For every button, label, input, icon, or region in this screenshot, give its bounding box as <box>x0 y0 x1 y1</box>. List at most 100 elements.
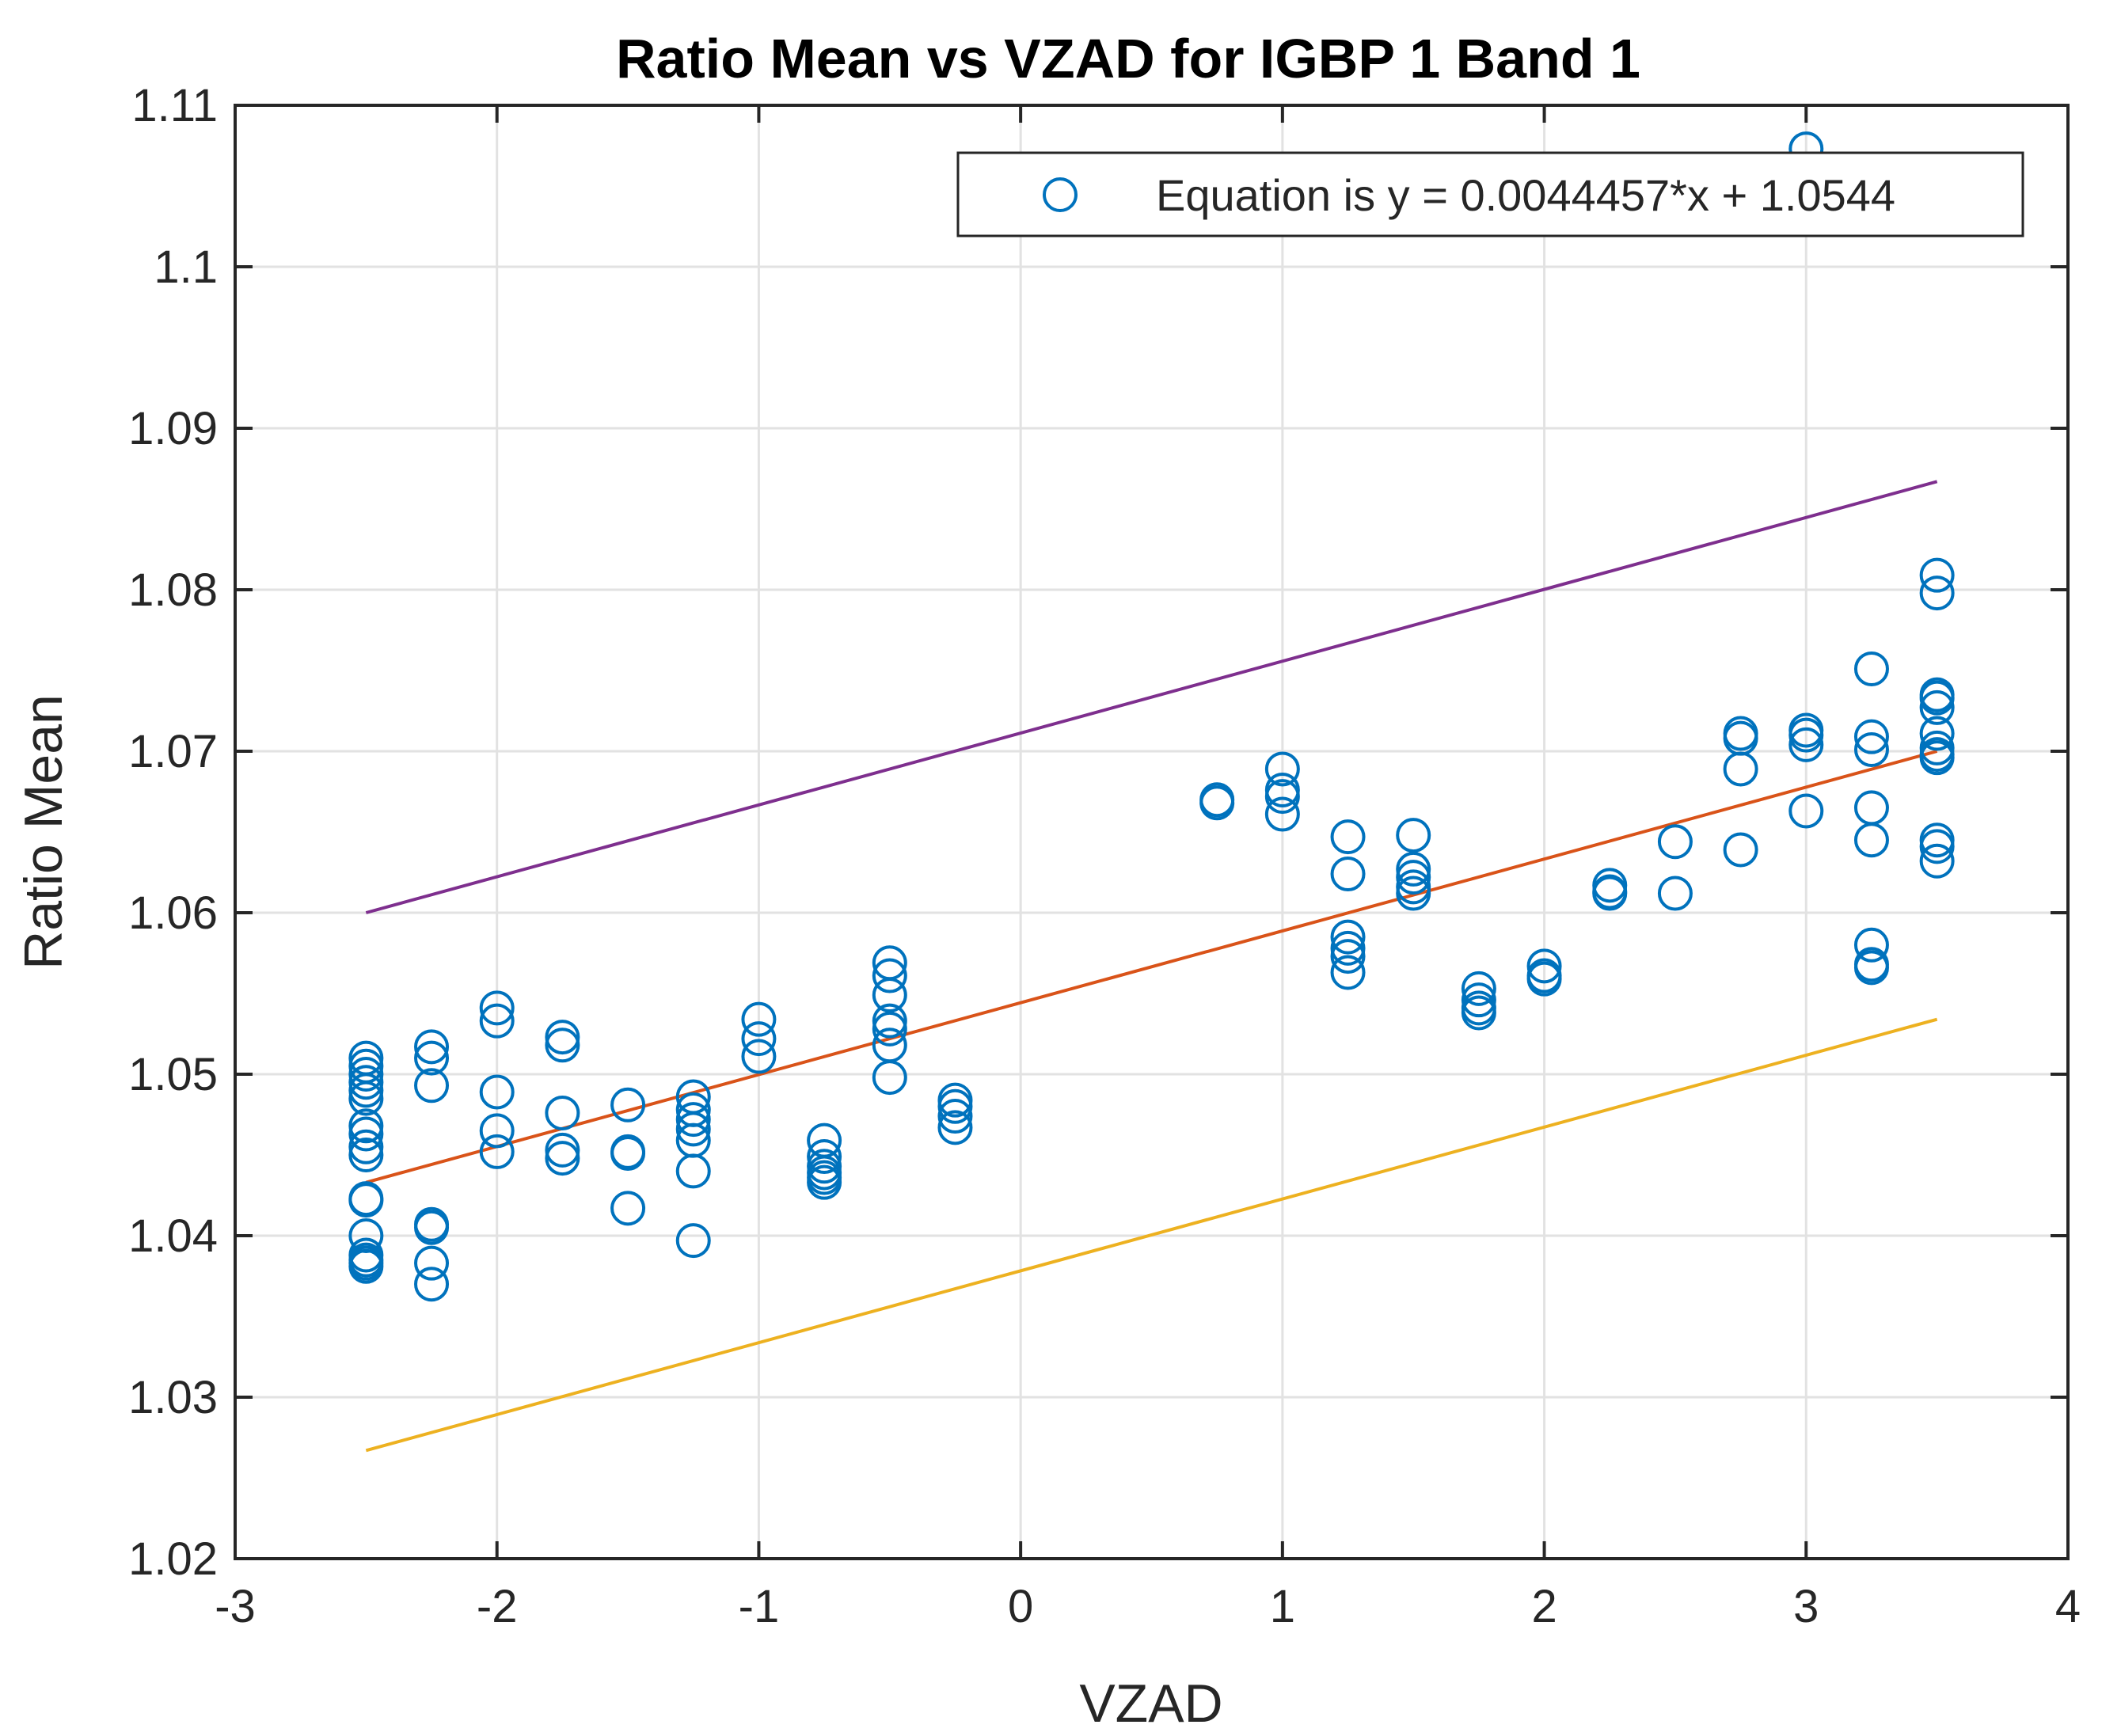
scatter-point <box>741 1039 777 1074</box>
scatter-point <box>348 1081 384 1116</box>
scatter-point <box>1199 785 1235 821</box>
x-tick-label: 2 <box>1531 1581 1557 1632</box>
y-tick-label: 1.1 <box>154 241 218 293</box>
scatter-point <box>807 1164 842 1200</box>
scatter-point <box>1919 557 1955 593</box>
scatter-point <box>1788 793 1824 829</box>
x-tick-label: 1 <box>1270 1581 1295 1632</box>
scatter-point <box>872 978 907 1013</box>
scatter-point <box>1919 843 1955 879</box>
scatter-point <box>1919 829 1955 864</box>
x-tick-label: 0 <box>1008 1581 1033 1632</box>
scatter-point <box>348 1248 384 1284</box>
y-tick-label: 1.07 <box>128 726 218 777</box>
scatter-point <box>937 1110 973 1145</box>
scatter-point <box>1330 930 1366 966</box>
scatter-point <box>1330 819 1366 855</box>
y-axis-label: Ratio Mean <box>13 694 74 970</box>
scatter-point <box>348 1116 384 1152</box>
scatter-point <box>1461 995 1496 1031</box>
scatter-point <box>872 958 907 993</box>
scatter-point <box>479 990 515 1026</box>
scatter-point <box>348 1065 384 1100</box>
scatter-point <box>1396 818 1431 853</box>
fit-line <box>365 750 1938 1184</box>
y-tick-label: 1.03 <box>128 1372 218 1423</box>
scatter-point <box>610 1191 646 1226</box>
y-tick-label: 1.05 <box>128 1049 218 1100</box>
scatter-point <box>872 1011 907 1047</box>
scatter-point <box>1526 948 1562 984</box>
y-tick-label: 1.11 <box>131 80 218 131</box>
scatter-point <box>414 1029 450 1065</box>
legend[interactable]: Equation is y = 0.0044457*x + 1.0544 <box>956 151 2024 237</box>
scatter-point <box>348 1057 384 1092</box>
scatter-point <box>1592 876 1628 911</box>
scatter-point <box>675 1111 711 1147</box>
scatter-point <box>414 1040 450 1076</box>
scatter-point <box>479 1074 515 1110</box>
scatter-point <box>1788 717 1824 753</box>
scatter-point <box>1919 576 1955 611</box>
scatter-point <box>545 1020 580 1055</box>
scatter-point <box>1853 731 1889 767</box>
legend-label: Equation is y = 0.0044457*x + 1.0544 <box>1156 170 1895 220</box>
scatter-point <box>1264 779 1300 815</box>
scatter-point <box>348 1183 384 1218</box>
scatter-point <box>1657 876 1693 911</box>
scatter-point <box>414 1267 450 1302</box>
legend-marker <box>1043 177 1078 212</box>
scatter-point <box>1853 719 1889 754</box>
scatter-points <box>348 131 1955 1302</box>
scatter-point <box>1396 860 1431 895</box>
y-tick-label: 1.09 <box>128 403 218 454</box>
y-axis: 1.02 1.03 1.04 1.05 1.06 1.07 1.08 1.09 1.1 1.11 <box>128 80 2068 1585</box>
y-tick-label: 1.04 <box>128 1210 218 1262</box>
scatter-point <box>1853 950 1889 986</box>
scatter-point <box>937 1088 973 1124</box>
scatter-point <box>675 1102 711 1138</box>
x-tick-label: -3 <box>215 1581 256 1632</box>
scatter-point <box>1919 689 1955 725</box>
scatter-point <box>414 1068 450 1104</box>
y-tick-label: 1.02 <box>128 1533 218 1585</box>
scatter-point <box>545 1028 580 1063</box>
scatter-point <box>1723 751 1758 787</box>
scatter-point <box>414 1210 450 1245</box>
scatter-point <box>1526 961 1562 997</box>
scatter-point <box>1919 740 1955 776</box>
scatter-point <box>348 1108 384 1144</box>
axes-box <box>234 104 2070 1560</box>
scatter-point <box>414 1245 450 1281</box>
scatter-point <box>610 1135 646 1171</box>
legend-box <box>956 151 2024 237</box>
scatter-point <box>348 1138 384 1172</box>
scatter-point <box>741 1001 777 1037</box>
scatter-point <box>741 1021 777 1057</box>
scatter-point <box>1919 680 1955 716</box>
scatter-point <box>1461 982 1496 1018</box>
scatter-point <box>1657 824 1693 860</box>
x-axis: -3 -2 -1 0 1 2 3 4 <box>215 105 2081 1632</box>
scatter-point <box>479 1134 515 1169</box>
scatter-point <box>348 1129 384 1164</box>
x-tick-label: 4 <box>2055 1581 2081 1632</box>
scatter-point <box>545 1095 580 1130</box>
fit-lines <box>365 480 1938 1453</box>
upper-bound-line <box>365 480 1938 914</box>
scatter-point <box>545 1132 580 1168</box>
scatter-point <box>1461 971 1496 1006</box>
scatter-point <box>479 1003 515 1039</box>
scatter-point <box>1330 919 1366 955</box>
scatter-point <box>807 1139 842 1175</box>
scatter-point <box>1396 876 1431 911</box>
scatter-point <box>1264 751 1300 787</box>
scatter-point <box>1264 796 1300 832</box>
y-tick-label: 1.06 <box>128 887 218 939</box>
x-axis-label: VZAD <box>1079 1673 1222 1734</box>
scatter-point <box>937 1099 973 1134</box>
scatter-point <box>1330 955 1366 990</box>
scatter-point <box>675 1153 711 1189</box>
